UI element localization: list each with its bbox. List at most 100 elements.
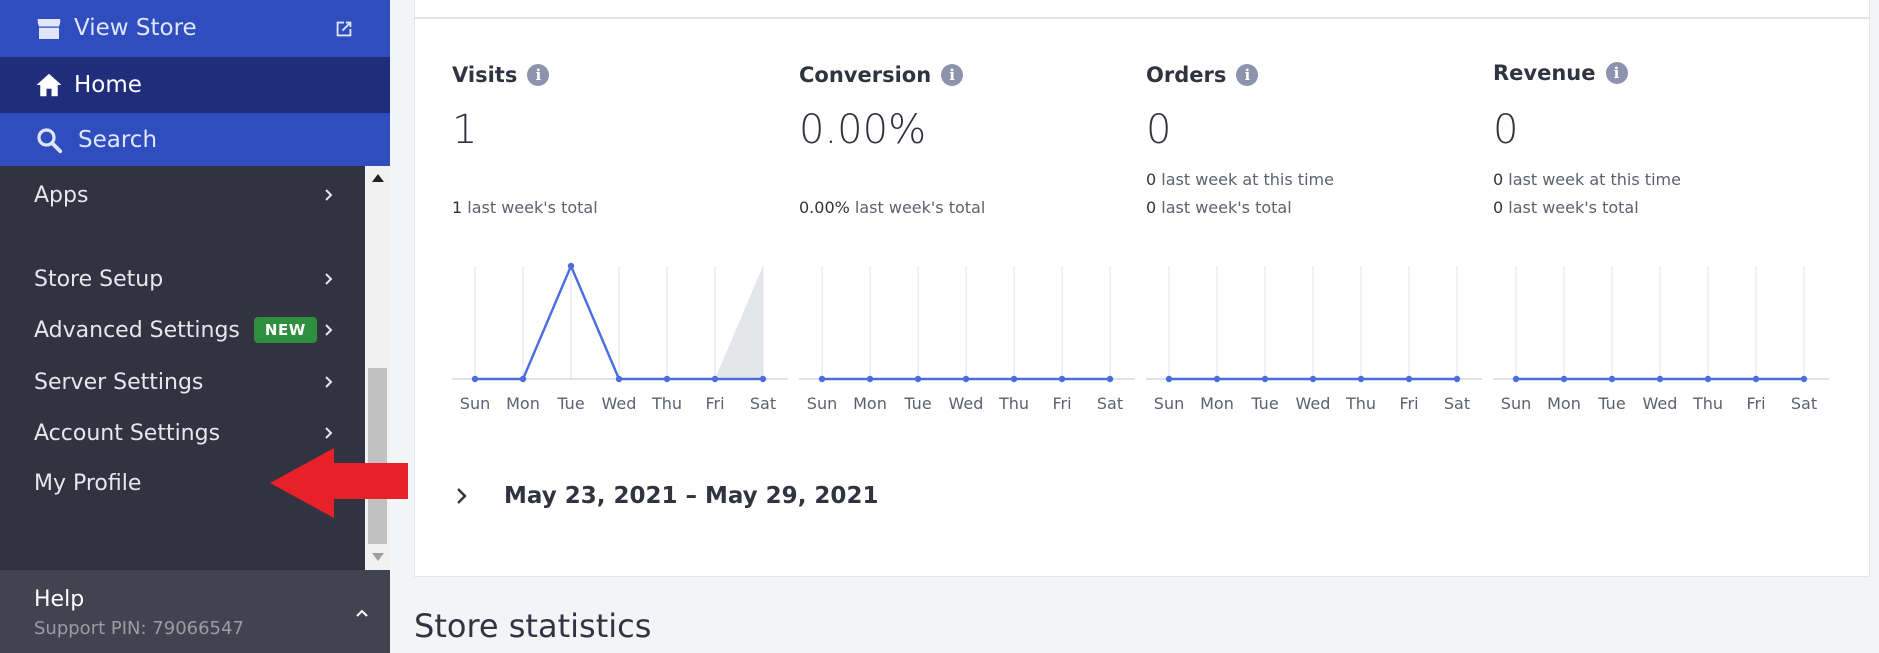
x-tick-label: Sun: [460, 394, 490, 413]
data-point: [567, 262, 575, 270]
x-tick-label: Thu: [998, 394, 1029, 413]
x-tick-label: Wed: [949, 394, 984, 413]
data-point: [914, 375, 922, 383]
home-link[interactable]: Home: [0, 57, 390, 113]
comparison-label: last week at this time: [1503, 170, 1681, 189]
metric-comparison: 0 last week at this time: [1146, 170, 1334, 189]
sidebar-item-store-setup[interactable]: Store Setup: [34, 259, 334, 299]
data-point: [1608, 375, 1616, 383]
sidebar-item-account-settings[interactable]: Account Settings: [34, 413, 334, 453]
data-point: [759, 375, 767, 383]
sidebar-item-label: Store Setup: [34, 266, 164, 292]
metric-comparison: 0 last week at this time: [1493, 170, 1681, 189]
x-tick-label: Sat: [1791, 394, 1817, 413]
data-point: [519, 375, 527, 383]
x-tick-label: Mon: [1200, 394, 1234, 413]
x-tick-label: Fri: [1746, 394, 1765, 413]
info-icon[interactable]: i: [1236, 64, 1259, 86]
external-link-icon[interactable]: [333, 18, 355, 40]
help-title: Help: [34, 587, 85, 612]
data-point: [1453, 375, 1461, 383]
sidebar-item-my-profile[interactable]: My Profile: [34, 463, 334, 503]
search-link[interactable]: Search: [0, 113, 390, 166]
data-point: [1261, 375, 1269, 383]
metric-comparison: 1 last week's total: [452, 198, 598, 217]
comparison-label: last week's total: [462, 198, 598, 217]
sidebar-item-label: My Profile: [34, 470, 142, 496]
conversion-chart: Sun Mon Tue Wed Thu Fri Sat: [799, 266, 1135, 413]
view-store-link[interactable]: View Store: [0, 0, 390, 57]
comparison-label: last week's total: [1156, 198, 1292, 217]
x-tick-label: Mon: [506, 394, 540, 413]
orders-chart: Sun Mon Tue Wed Thu Fri Sat: [1146, 266, 1482, 413]
metric-value: 0.00%: [799, 107, 927, 153]
data-point: [615, 375, 623, 383]
data-point: [1405, 375, 1413, 383]
support-pin: Support PIN: 79066547: [34, 618, 244, 639]
x-tick-label: Fri: [1052, 394, 1071, 413]
sidebar-scrollbar[interactable]: [365, 166, 390, 570]
metrics-card: Visits i 1 1 last week's total Sun Mon Tue W…: [414, 18, 1870, 577]
comparison-value: 0: [1493, 198, 1504, 217]
sidebar-item-apps[interactable]: Apps: [34, 175, 334, 215]
comparison-value: 0.00%: [799, 198, 850, 217]
chevron-right-icon: [325, 189, 333, 201]
metric-title-text: Revenue: [1493, 61, 1596, 85]
new-badge: NEW: [253, 317, 317, 343]
red-arrow-annotation: [270, 448, 408, 518]
sidebar-item-label: Apps: [34, 182, 89, 208]
comparison-value: 1: [452, 198, 463, 217]
x-tick-label: Sun: [807, 394, 837, 413]
chevron-right-icon: [325, 376, 333, 388]
data-point: [818, 375, 826, 383]
x-tick-label: Tue: [1597, 394, 1625, 413]
data-point: [866, 375, 874, 383]
scroll-up-arrow-icon[interactable]: [372, 174, 384, 182]
x-tick-label: Tue: [903, 394, 931, 413]
data-point: [1357, 375, 1365, 383]
metric-title: Conversion i: [799, 63, 964, 87]
chevron-right-icon: [325, 324, 333, 336]
scroll-thumb[interactable]: [368, 368, 387, 544]
data-point: [1106, 375, 1114, 383]
metric-value: 0: [1146, 107, 1172, 153]
metric-title-text: Orders: [1146, 63, 1227, 87]
sidebar-item-server-settings[interactable]: Server Settings: [34, 362, 334, 402]
info-icon[interactable]: i: [941, 64, 964, 86]
chevron-up-icon: [356, 609, 368, 617]
x-tick-label: Wed: [1643, 394, 1678, 413]
comparison-value: 0: [1146, 198, 1157, 217]
chevron-right-icon: [457, 488, 467, 504]
x-tick-label: Sat: [1444, 394, 1470, 413]
home-label: Home: [74, 72, 142, 98]
x-tick-label: Tue: [556, 394, 584, 413]
comparison-label: last week's total: [849, 198, 986, 217]
sidebar-item-advanced-settings[interactable]: Advanced Settings NEW: [34, 310, 334, 350]
scroll-down-arrow-icon[interactable]: [372, 553, 384, 561]
info-icon[interactable]: i: [527, 64, 550, 86]
data-point: [1512, 375, 1520, 383]
revenue-chart: Sun Mon Tue Wed Thu Fri Sat: [1493, 266, 1829, 413]
metric-comparison: 0 last week's total: [1146, 198, 1292, 217]
data-point: [1213, 375, 1221, 383]
date-range-toggle[interactable]: May 23, 2021 – May 29, 2021: [452, 483, 878, 509]
x-tick-label: Thu: [651, 394, 682, 413]
data-point: [1309, 375, 1317, 383]
x-tick-label: Mon: [1547, 394, 1581, 413]
x-tick-label: Tue: [1250, 394, 1278, 413]
data-point: [1165, 375, 1173, 383]
comparison-value: 0: [1146, 170, 1157, 189]
sidebar: View Store Home Search Apps Store Setup …: [0, 0, 390, 653]
metric-comparison: 0.00% last week's total: [799, 198, 985, 217]
x-tick-label: Sun: [1501, 394, 1531, 413]
metric-orders: Orders i 0 0 last week at this time 0 las…: [1109, 19, 1482, 439]
chevron-right-icon: [325, 427, 333, 439]
metric-title-text: Visits: [452, 63, 518, 87]
data-point: [1704, 375, 1712, 383]
help-section[interactable]: Help Support PIN: 79066547: [0, 570, 390, 653]
date-range-label: May 23, 2021 – May 29, 2021: [504, 483, 879, 509]
info-icon[interactable]: i: [1605, 62, 1628, 84]
data-point: [663, 375, 671, 383]
metric-visits: Visits i 1 1 last week's total Sun Mon Tue W…: [415, 19, 788, 439]
metric-value: 0: [1493, 107, 1519, 153]
